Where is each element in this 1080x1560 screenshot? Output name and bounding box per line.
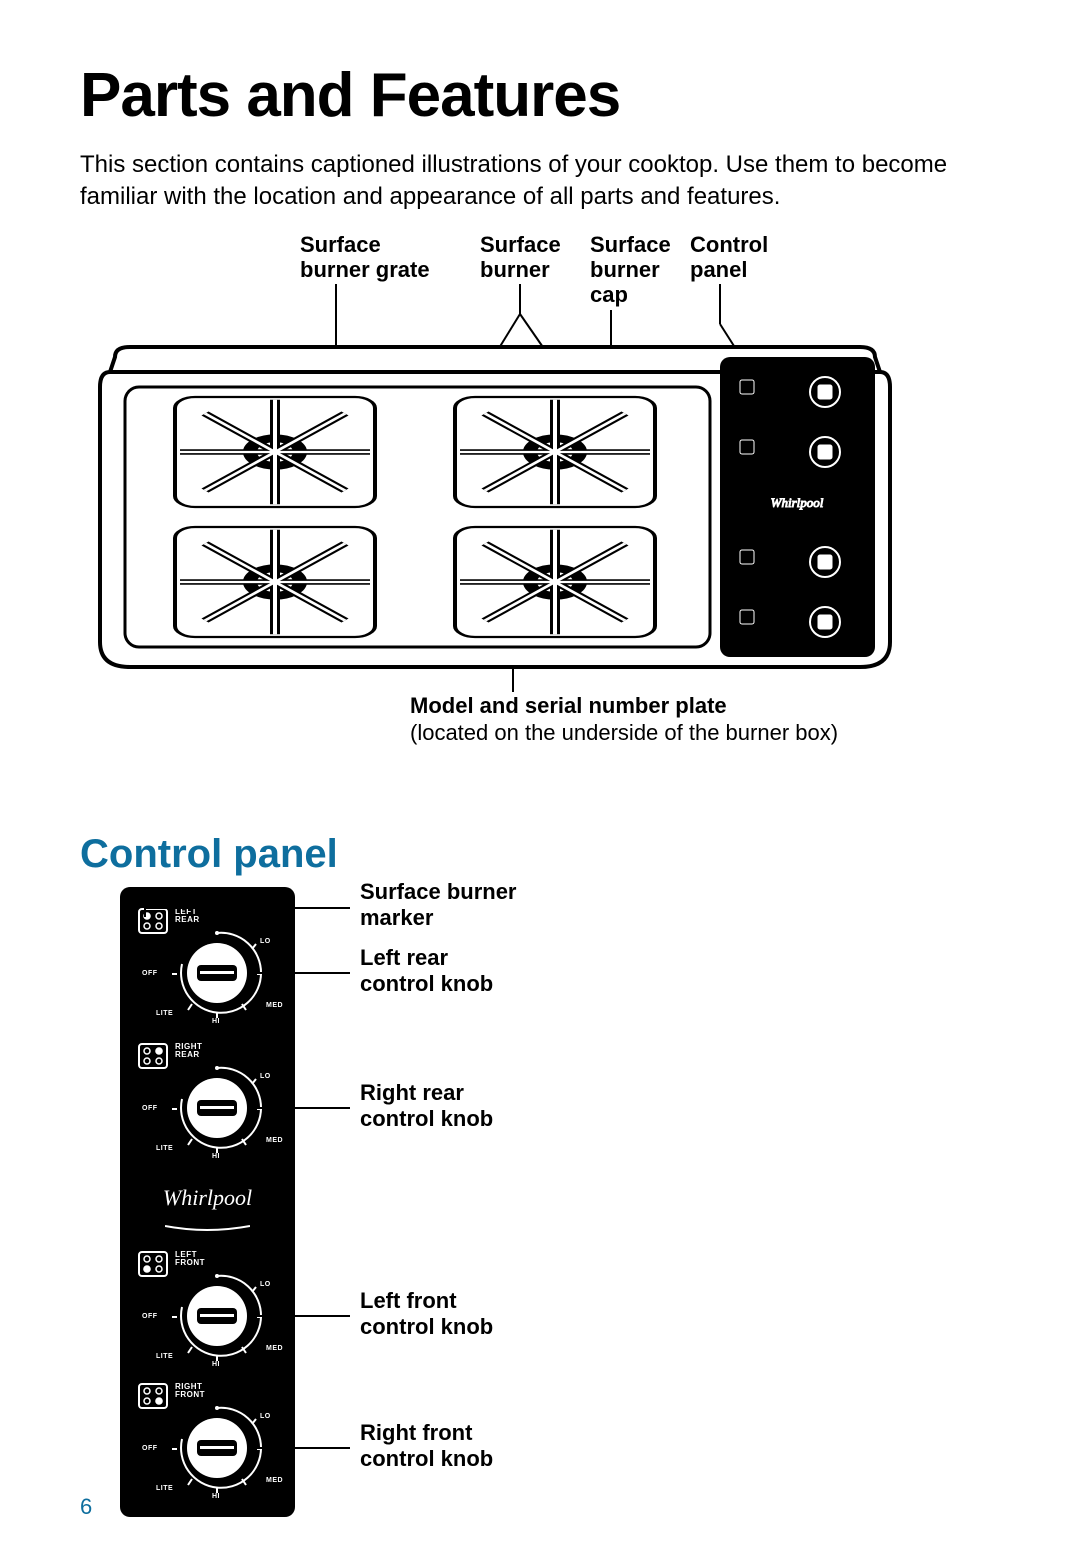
label-panel: Control panel <box>690 232 768 283</box>
page-title: Parts and Features <box>80 60 1000 131</box>
leader-right-rear <box>250 1107 350 1109</box>
leader-left-front <box>250 1315 350 1317</box>
knob-label-med: MED <box>266 1002 283 1009</box>
svg-text:Whirlpool: Whirlpool <box>771 495 824 510</box>
pos-label-left-rear: LEFT REAR <box>175 908 200 924</box>
control-panel-diagram: LEFT REAR OFF LO MED HI LITE RIGHT REAR <box>120 887 680 1527</box>
label-left-rear: Left rear control knob <box>360 945 493 998</box>
label-left-front: Left front control knob <box>360 1288 493 1341</box>
label-right-rear: Right rear control knob <box>360 1080 493 1133</box>
knob-label-off: OFF <box>142 970 158 977</box>
knob-label-lite: LITE <box>156 1010 173 1017</box>
label-cap: Surface burner cap <box>590 232 671 308</box>
cooktop-diagram: Surface burner grate Surface burner Surf… <box>80 232 1000 732</box>
knob-label-lo: LO <box>260 938 271 945</box>
section-control-panel-title: Control panel <box>80 832 1000 877</box>
page-number: 6 <box>80 1494 92 1520</box>
knob-label-hi: HI <box>212 1018 220 1025</box>
leader-right-front <box>250 1447 350 1449</box>
pos-label-right-rear: RIGHT REAR <box>175 1043 202 1059</box>
leader-model-plate <box>512 668 514 692</box>
label-right-front: Right front control knob <box>360 1420 493 1473</box>
pos-label-right-front: RIGHT FRONT <box>175 1383 205 1399</box>
intro-text: This section contains captioned illustra… <box>80 149 1000 214</box>
label-burner: Surface burner <box>480 232 561 283</box>
pos-label-left-front: LEFT FRONT <box>175 1251 205 1267</box>
caption-model-plate: Model and serial number plate (located o… <box>410 692 838 747</box>
label-surface-burner-marker: Surface burner marker <box>360 879 517 932</box>
label-grate: Surface burner grate <box>300 232 430 283</box>
leader-left-rear <box>250 972 350 974</box>
leader-marker <box>144 907 350 909</box>
brand-logo: Whirlpool <box>120 1185 295 1218</box>
cooktop-illustration: Whirlpool <box>80 332 910 692</box>
